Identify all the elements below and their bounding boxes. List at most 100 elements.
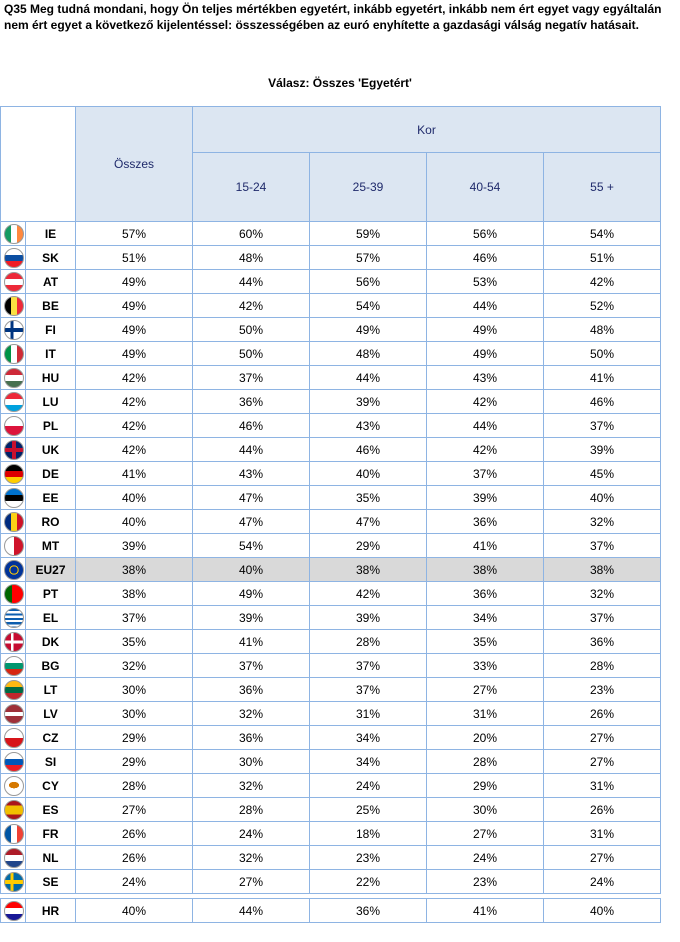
country-code: BE	[25, 293, 76, 318]
value-total: 29%	[75, 725, 193, 750]
value-age-25-39: 29%	[309, 533, 427, 558]
country-code: CZ	[25, 725, 76, 750]
header-age-40-54: 40-54	[426, 152, 544, 222]
value-total: 26%	[75, 845, 193, 870]
country-code: HR	[25, 898, 76, 923]
flag-cell	[0, 269, 26, 294]
value-age-15-24: 40%	[192, 557, 310, 582]
country-code: IE	[25, 221, 76, 246]
country-code: HU	[25, 365, 76, 390]
country-code: BG	[25, 653, 76, 678]
header-corner	[0, 106, 76, 222]
country-code: EE	[25, 485, 76, 510]
value-age-25-39: 38%	[309, 557, 427, 582]
value-total: 30%	[75, 677, 193, 702]
malta-flag-icon	[4, 535, 24, 556]
value-total: 28%	[75, 773, 193, 798]
country-code: PT	[25, 581, 76, 606]
value-age-55-plus: 26%	[543, 701, 661, 726]
value-age-55-plus: 39%	[543, 437, 661, 462]
flag-cell	[0, 773, 26, 798]
value-total: 40%	[75, 898, 193, 923]
flag-cell	[0, 533, 26, 558]
value-age-40-54: 56%	[426, 221, 544, 246]
value-total: 29%	[75, 749, 193, 774]
table-row: MT 39% 54% 29% 41% 37%	[0, 533, 661, 558]
flag-cell	[0, 653, 26, 678]
value-age-55-plus: 48%	[543, 317, 661, 342]
value-age-40-54: 41%	[426, 898, 544, 923]
value-age-40-54: 29%	[426, 773, 544, 798]
value-age-55-plus: 27%	[543, 749, 661, 774]
value-age-15-24: 32%	[192, 773, 310, 798]
table-row: UK 42% 44% 46% 42% 39%	[0, 437, 661, 462]
value-age-25-39: 37%	[309, 677, 427, 702]
header-age-15-24: 15-24	[192, 152, 310, 222]
country-code: AT	[25, 269, 76, 294]
luxembourg-flag-icon	[4, 391, 24, 412]
value-age-40-54: 34%	[426, 605, 544, 630]
value-age-40-54: 31%	[426, 701, 544, 726]
value-age-40-54: 35%	[426, 629, 544, 654]
value-age-55-plus: 27%	[543, 845, 661, 870]
country-code: IT	[25, 341, 76, 366]
value-age-15-24: 41%	[192, 629, 310, 654]
value-total: 42%	[75, 437, 193, 462]
cyprus-flag-icon	[4, 775, 24, 796]
value-age-25-39: 47%	[309, 509, 427, 534]
flag-cell	[0, 581, 26, 606]
flag-cell	[0, 869, 26, 894]
flag-cell	[0, 725, 26, 750]
value-age-15-24: 47%	[192, 485, 310, 510]
value-age-40-54: 49%	[426, 317, 544, 342]
value-age-40-54: 42%	[426, 389, 544, 414]
flag-cell	[0, 898, 26, 923]
flag-cell	[0, 365, 26, 390]
value-age-40-54: 30%	[426, 797, 544, 822]
country-code: LT	[25, 677, 76, 702]
value-age-15-24: 27%	[192, 869, 310, 894]
value-age-15-24: 60%	[192, 221, 310, 246]
table-row: ES 27% 28% 25% 30% 26%	[0, 797, 661, 822]
value-age-15-24: 24%	[192, 821, 310, 846]
value-age-55-plus: 37%	[543, 413, 661, 438]
value-age-40-54: 38%	[426, 557, 544, 582]
flag-cell	[0, 437, 26, 462]
value-age-15-24: 48%	[192, 245, 310, 270]
value-age-40-54: 23%	[426, 869, 544, 894]
croatia-flag-icon	[4, 900, 24, 921]
value-age-55-plus: 40%	[543, 485, 661, 510]
table-row: IE 57% 60% 59% 56% 54%	[0, 221, 661, 246]
value-age-25-39: 25%	[309, 797, 427, 822]
value-age-55-plus: 54%	[543, 221, 661, 246]
italy-flag-icon	[4, 343, 24, 364]
value-age-25-39: 24%	[309, 773, 427, 798]
flag-cell	[0, 677, 26, 702]
value-total: 42%	[75, 389, 193, 414]
value-age-40-54: 42%	[426, 437, 544, 462]
czech-flag-icon	[4, 727, 24, 748]
country-code: PL	[25, 413, 76, 438]
value-age-55-plus: 45%	[543, 461, 661, 486]
value-total: 27%	[75, 797, 193, 822]
value-age-25-39: 37%	[309, 653, 427, 678]
flag-cell	[0, 557, 26, 582]
table-row: AT 49% 44% 56% 53% 42%	[0, 269, 661, 294]
value-age-25-39: 59%	[309, 221, 427, 246]
value-age-15-24: 28%	[192, 797, 310, 822]
flag-cell	[0, 293, 26, 318]
table-row: BE 49% 42% 54% 44% 52%	[0, 293, 661, 318]
value-total: 39%	[75, 533, 193, 558]
value-total: 51%	[75, 245, 193, 270]
value-age-55-plus: 36%	[543, 629, 661, 654]
results-table: Összes Kor 15-24 25-39 40-54 55 + IE 57% 6…	[0, 106, 661, 923]
value-age-15-24: 44%	[192, 269, 310, 294]
value-age-25-39: 39%	[309, 389, 427, 414]
value-age-15-24: 32%	[192, 701, 310, 726]
value-total: 24%	[75, 869, 193, 894]
flag-cell	[0, 221, 26, 246]
value-age-15-24: 30%	[192, 749, 310, 774]
value-age-25-39: 35%	[309, 485, 427, 510]
value-age-40-54: 27%	[426, 677, 544, 702]
value-age-40-54: 46%	[426, 245, 544, 270]
